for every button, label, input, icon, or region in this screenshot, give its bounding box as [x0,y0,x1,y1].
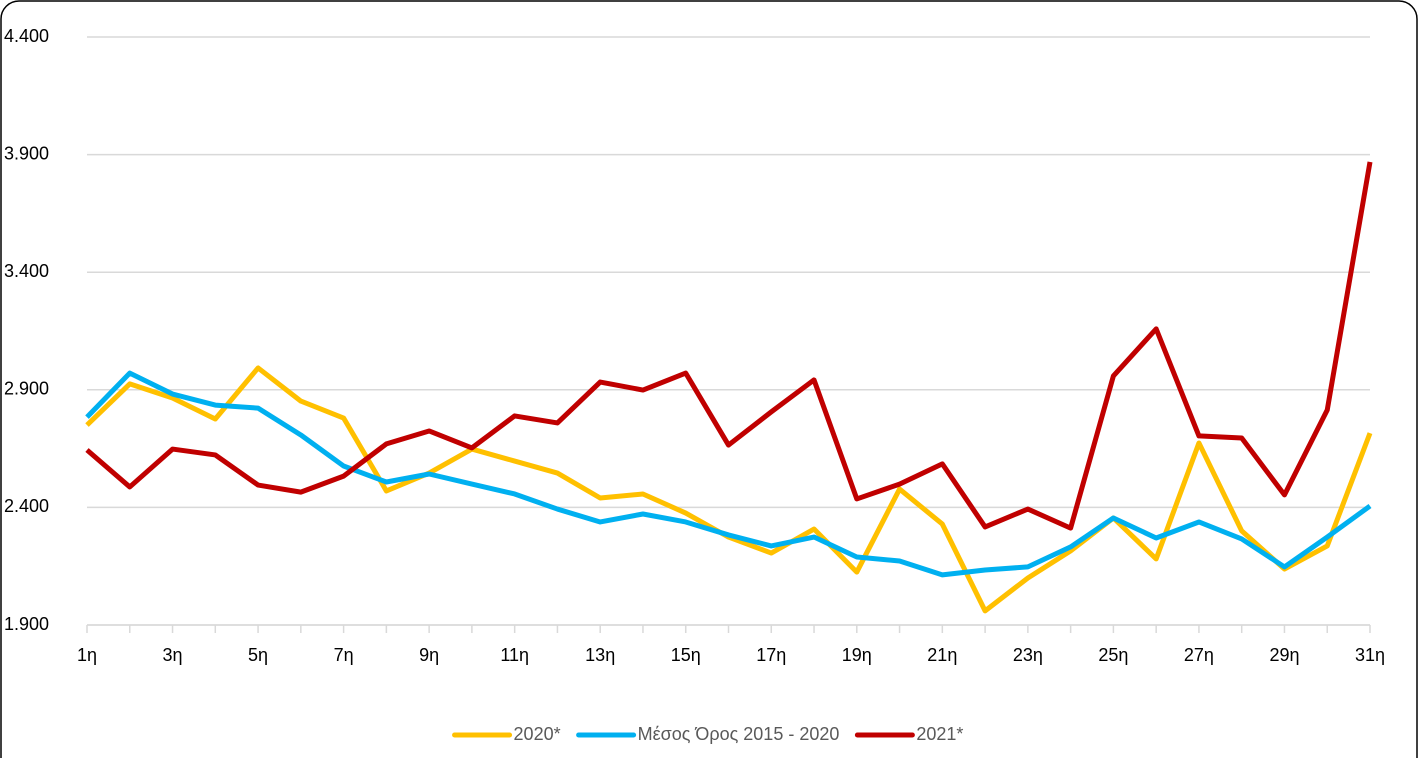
x-tick-label: 31η [1355,645,1385,665]
x-tick-label: 1η [77,645,97,665]
x-tick-label: 3η [163,645,183,665]
legend-label: 2020* [514,724,561,744]
x-tick-label: 13η [585,645,615,665]
x-tick-label: 29η [1269,645,1299,665]
series-line [85,370,1372,578]
legend-label: Μέσος Όρος 2015 - 2020 [638,724,840,744]
x-tick-label: 17η [756,645,786,665]
x-tick-label: 25η [1098,645,1128,665]
y-tick-label: 3.400 [4,261,49,281]
y-tick-label: 3.900 [4,143,49,163]
y-tick-label: 1.900 [4,614,49,634]
x-tick-label: 15η [671,645,701,665]
legend-label: 2021* [916,724,963,744]
x-tick-label: 11η [500,645,529,665]
x-tick-label: 21η [927,645,957,665]
x-tick-label: 5η [248,645,268,665]
x-tick-label: 9η [419,645,439,665]
x-tick-label: 7η [334,645,354,665]
y-tick-label: 4.400 [4,26,49,46]
y-tick-label: 2.400 [4,496,49,516]
x-tick-label: 23η [1013,645,1043,665]
series-line [85,161,1373,531]
y-tick-label: 2.900 [4,379,49,399]
x-tick-label: 19η [842,645,872,665]
x-tick-label: 27η [1184,645,1214,665]
